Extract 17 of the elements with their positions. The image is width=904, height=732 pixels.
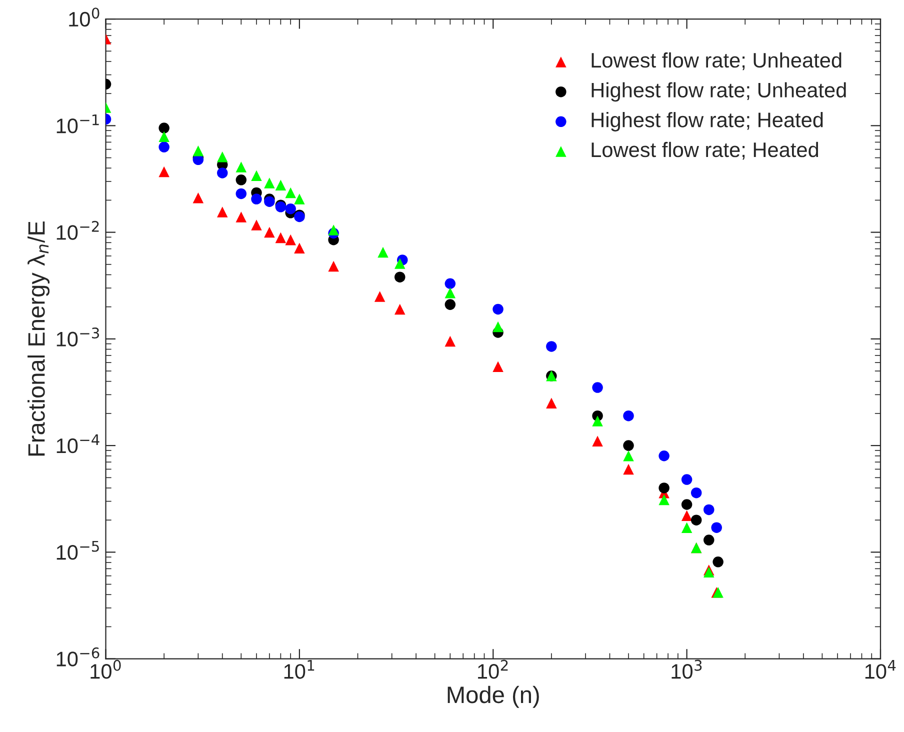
legend-label: Highest flow rate; Unheated bbox=[592, 82, 846, 102]
y-tick-label: 10$^{−1}$ bbox=[56, 114, 99, 134]
y-tick-label: 10$^{−4}$ bbox=[56, 434, 100, 454]
y-tick-label: 10$^{−3}$ bbox=[56, 328, 99, 347]
x-tick-label: 10$^{2}$ bbox=[478, 660, 508, 679]
y-axis-title: Fractional Energy λ$_{n}$/E bbox=[28, 222, 50, 456]
x-tick-label: 10$^{1}$ bbox=[284, 660, 314, 679]
y-tick-label: 10$^{−2}$ bbox=[56, 220, 99, 240]
x-tick-label: 10$^{0}$ bbox=[90, 660, 121, 679]
y-tick-label: 10$^{−5}$ bbox=[56, 540, 99, 560]
legend-label: Lowest flow rate; Unheated bbox=[592, 52, 842, 70]
x-tick-label: 10$^{3}$ bbox=[672, 660, 702, 679]
y-tick-label: 10$^{0}$ bbox=[69, 8, 100, 27]
x-tick-label: 10$^{4}$ bbox=[865, 660, 896, 679]
x-axis-title: Mode (n) bbox=[448, 686, 539, 708]
legend-label: Highest flow rate; Heated bbox=[592, 112, 823, 132]
legend-label: Lowest flow rate; Heated bbox=[592, 142, 818, 160]
